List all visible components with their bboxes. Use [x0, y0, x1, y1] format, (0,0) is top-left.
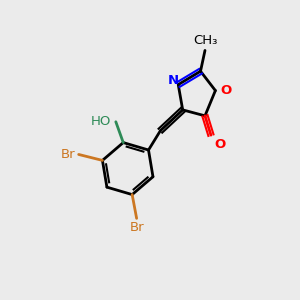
Text: Br: Br — [129, 221, 144, 234]
Text: O: O — [221, 84, 232, 97]
Text: Br: Br — [61, 148, 76, 161]
Text: O: O — [214, 138, 225, 151]
Text: N: N — [167, 74, 178, 87]
Text: CH₃: CH₃ — [193, 34, 217, 47]
Text: HO: HO — [91, 115, 111, 128]
